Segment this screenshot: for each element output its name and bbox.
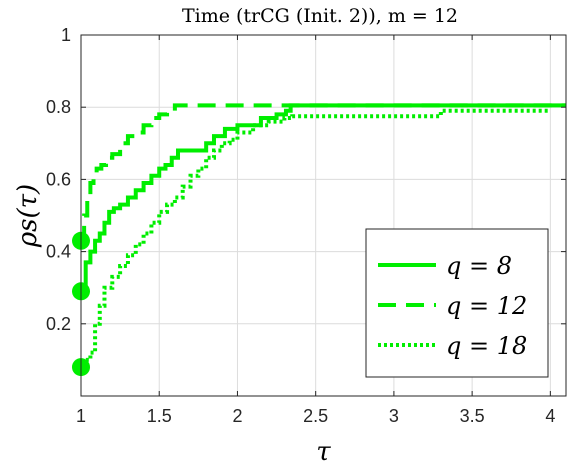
x-tick-label: 3.5 (460, 406, 485, 426)
ticks: 1 1.5 2 2.5 3 3.5 4 0.2 0.4 0.6 0.8 1 (46, 25, 566, 426)
legend: q = 8 q = 12 q = 18 (365, 228, 549, 378)
series-line-1 (81, 103, 566, 294)
y-tick-label: 0.4 (46, 242, 71, 262)
y-tick-label: 1 (61, 25, 71, 45)
x-tick-label: 2.5 (303, 406, 328, 426)
x-tick-label: 1.5 (147, 406, 172, 426)
x-tick-label: 3 (389, 406, 399, 426)
chart-title: Time (trCG (Init. 2)), m = 12 (182, 5, 458, 27)
y-tick-label: 0.8 (46, 97, 71, 117)
legend-label-2: q = 12 (446, 292, 527, 320)
x-tick-label: 1 (76, 406, 86, 426)
axes-frame (80, 34, 567, 397)
series-layer (72, 103, 566, 377)
legend-label-1: q = 8 (446, 252, 512, 280)
series-line-2 (81, 103, 566, 243)
x-tick-label: 4 (545, 406, 555, 426)
legend-box (365, 228, 549, 378)
y-tick-label: 0.6 (46, 169, 71, 189)
x-tick-label: 2 (232, 406, 242, 426)
y-axis-label: ρs(τ) (13, 184, 43, 248)
legend-label-3: q = 18 (446, 332, 527, 360)
x-axis-label: τ (316, 437, 331, 467)
y-tick-label: 0.2 (46, 314, 71, 334)
series-line-3 (81, 108, 551, 370)
